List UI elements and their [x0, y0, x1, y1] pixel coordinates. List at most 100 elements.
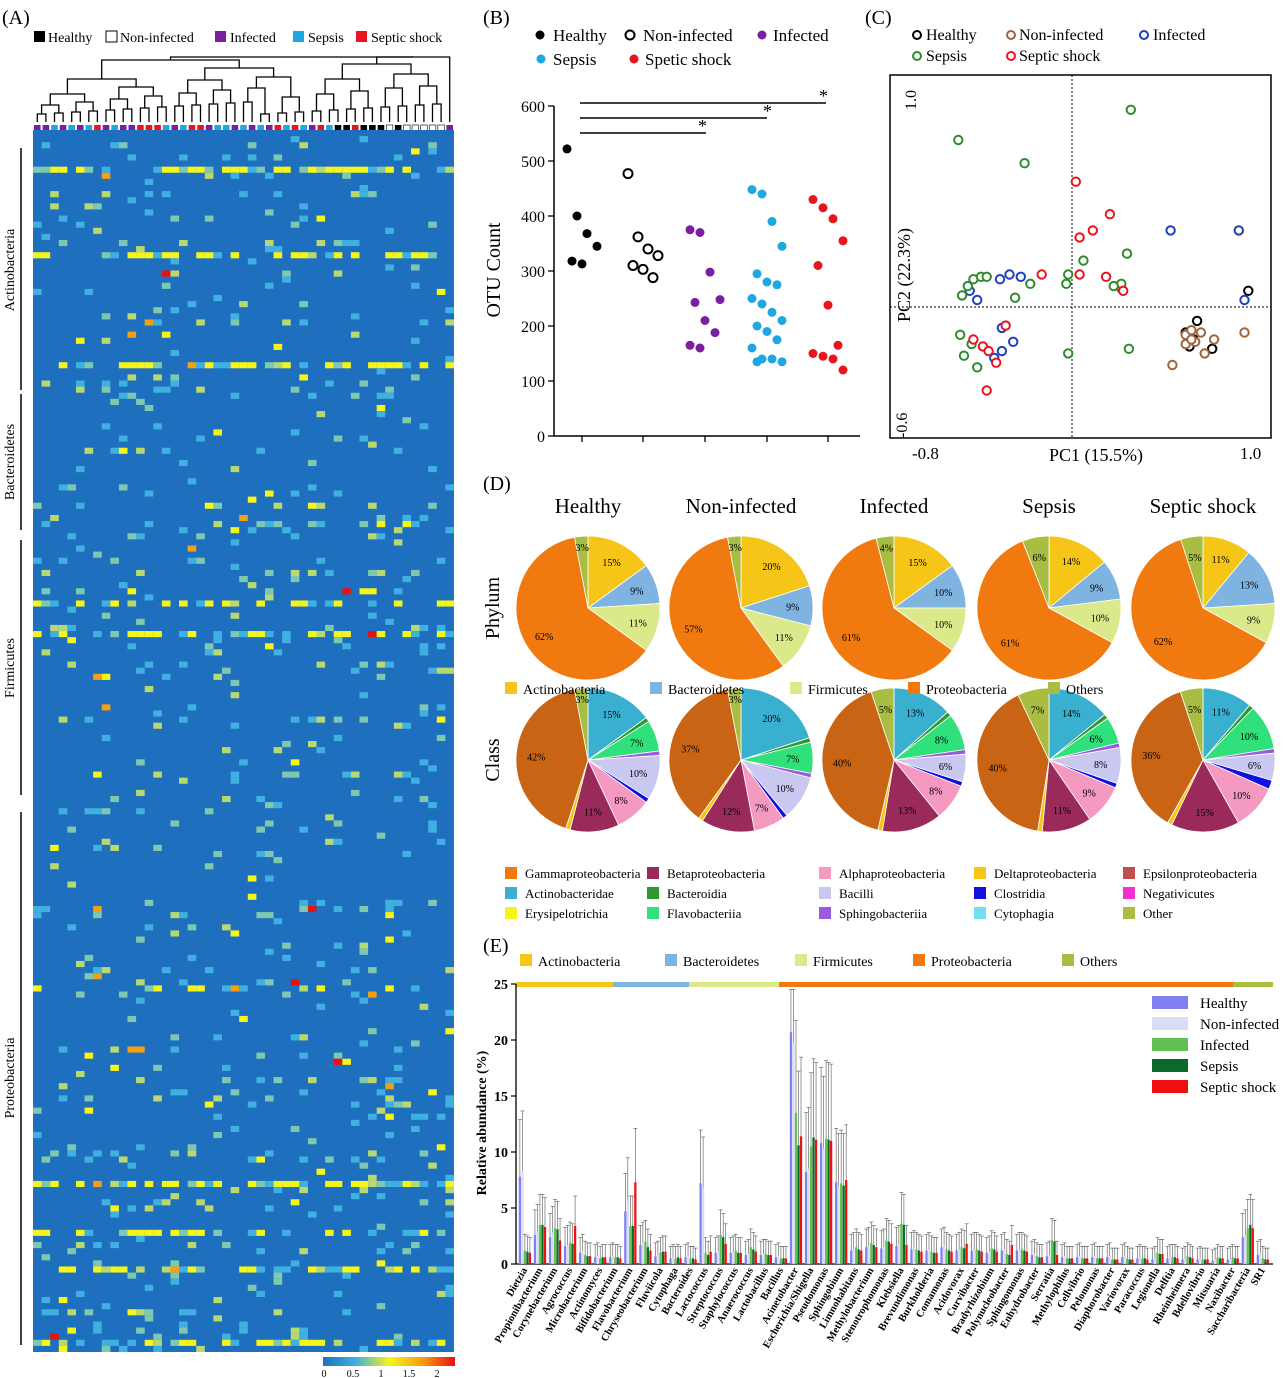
heatmap-cell: [41, 905, 51, 913]
heatmap-cell: [402, 722, 412, 729]
e-bar: [865, 1247, 868, 1264]
heatmap-cell: [196, 985, 205, 992]
heatmap-cell: [144, 1284, 154, 1291]
pie-label: 5%: [1188, 705, 1201, 716]
heatmap-cell: [333, 820, 343, 827]
heatmap-cell: [93, 808, 102, 815]
pie-label: 10%: [1240, 732, 1258, 743]
heatmap-cell: [170, 930, 180, 937]
dendrogram-link: [380, 106, 391, 122]
e-bar: [1128, 1259, 1131, 1264]
heatmap-cell: [136, 979, 145, 986]
heatmap-cell: [307, 741, 317, 748]
pie-label: 42%: [527, 753, 545, 764]
e-bar: [634, 1182, 637, 1264]
phylum-label-proteobacteria: Proteobacteria: [3, 1037, 18, 1119]
heatmap-cell: [33, 1107, 42, 1114]
heatmap-cell: [333, 1339, 343, 1346]
heatmap-cell: [239, 191, 248, 198]
b-point-healthy: [592, 241, 602, 251]
heatmap-cell: [127, 1229, 137, 1236]
heatmap-cell: [307, 1077, 317, 1084]
heatmap-cell: [368, 191, 377, 198]
heatmap-cell: [84, 808, 94, 815]
e-bar: [1214, 1259, 1217, 1264]
heatmap-cell: [273, 918, 283, 925]
group-cell: [128, 125, 136, 131]
heatmap-cell: [411, 1242, 420, 1249]
dendrogram-link: [225, 102, 236, 122]
heatmap-cell: [333, 490, 343, 497]
heatmap-cell: [101, 386, 111, 393]
d-row-label-class: Class: [482, 738, 504, 782]
e-bar: [973, 1249, 976, 1264]
heatmap-cell: [256, 631, 265, 638]
heatmap-cell: [256, 1077, 265, 1084]
e-bar: [927, 1249, 931, 1264]
heatmap-cell: [282, 270, 291, 277]
heatmap-cell: [196, 1229, 205, 1236]
pie-label: 8%: [935, 736, 948, 747]
heatmap-cell: [101, 423, 111, 430]
heatmap-cell: [325, 1180, 334, 1188]
heatmap-cell: [273, 1077, 283, 1084]
e-bar: [897, 1244, 901, 1264]
pie-label: 61%: [842, 633, 860, 644]
heatmap-cell: [282, 942, 291, 949]
heatmap-cell: [222, 154, 231, 161]
e-bar: [955, 1250, 958, 1264]
heatmap-cell: [196, 533, 205, 540]
c-point-infected: [994, 274, 1006, 285]
b-point-healthy: [582, 229, 592, 239]
heatmap-cell: [187, 1309, 197, 1316]
e-bar: [1188, 1257, 1192, 1264]
dendrogram-link: [122, 108, 133, 122]
dendrogram-link: [187, 79, 223, 93]
pie-label: 9%: [1083, 789, 1096, 800]
e-bar: [875, 1247, 878, 1264]
heatmap-cell: [213, 673, 223, 680]
phylum-label-actinobacteria: Actinobacteria: [3, 228, 18, 311]
c-point-sepsis: [1078, 255, 1089, 266]
heatmap-cell: [213, 1113, 223, 1120]
heatmap-cell: [136, 447, 145, 454]
heatmap-cell: [93, 912, 102, 919]
c-ytick-top: 1.0: [903, 90, 920, 110]
heatmap-cell: [273, 857, 283, 864]
heatmap-cell: [333, 252, 343, 259]
e-bar: [614, 1257, 617, 1264]
heatmap-cell: [333, 942, 343, 949]
heatmap-cell: [239, 1327, 248, 1334]
heatmap-cell: [127, 1309, 137, 1316]
e-bar: [752, 1249, 755, 1264]
heatmap-cell: [101, 166, 111, 173]
heatmap-cell: [333, 905, 343, 913]
heatmap-cell: [127, 313, 137, 320]
heatmap-cell: [385, 1077, 394, 1084]
heatmap-cell: [136, 1327, 145, 1334]
heatmap-cell: [213, 637, 223, 644]
c-point-sepsis: [1025, 278, 1036, 289]
dendrogram-link: [36, 113, 47, 122]
dendrogram-link: [294, 111, 305, 122]
heatmap-cell: [170, 1278, 180, 1285]
heatmap-cell: [118, 142, 128, 149]
e-bar: [900, 1223, 903, 1264]
heatmap-cell: [411, 374, 420, 381]
heatmap-cell: [299, 166, 308, 173]
heatmap-cell: [153, 374, 162, 381]
c-point-non-infected: [1186, 334, 1197, 345]
heatmap-cell: [350, 967, 360, 974]
heatmap-cell: [385, 905, 394, 913]
heatmap-cell: [316, 521, 326, 528]
heatmap-cell: [342, 1229, 351, 1236]
heatmap-cell: [170, 307, 180, 314]
heatmap-cell: [84, 1229, 94, 1236]
e-bar: [985, 1252, 988, 1264]
e-bar: [857, 1249, 860, 1264]
e-bar: [835, 1182, 838, 1264]
heatmap-cell: [33, 502, 42, 509]
heatmap-cell: [325, 252, 334, 259]
e-bar: [686, 1256, 690, 1264]
heatmap-cell: [33, 1339, 42, 1346]
